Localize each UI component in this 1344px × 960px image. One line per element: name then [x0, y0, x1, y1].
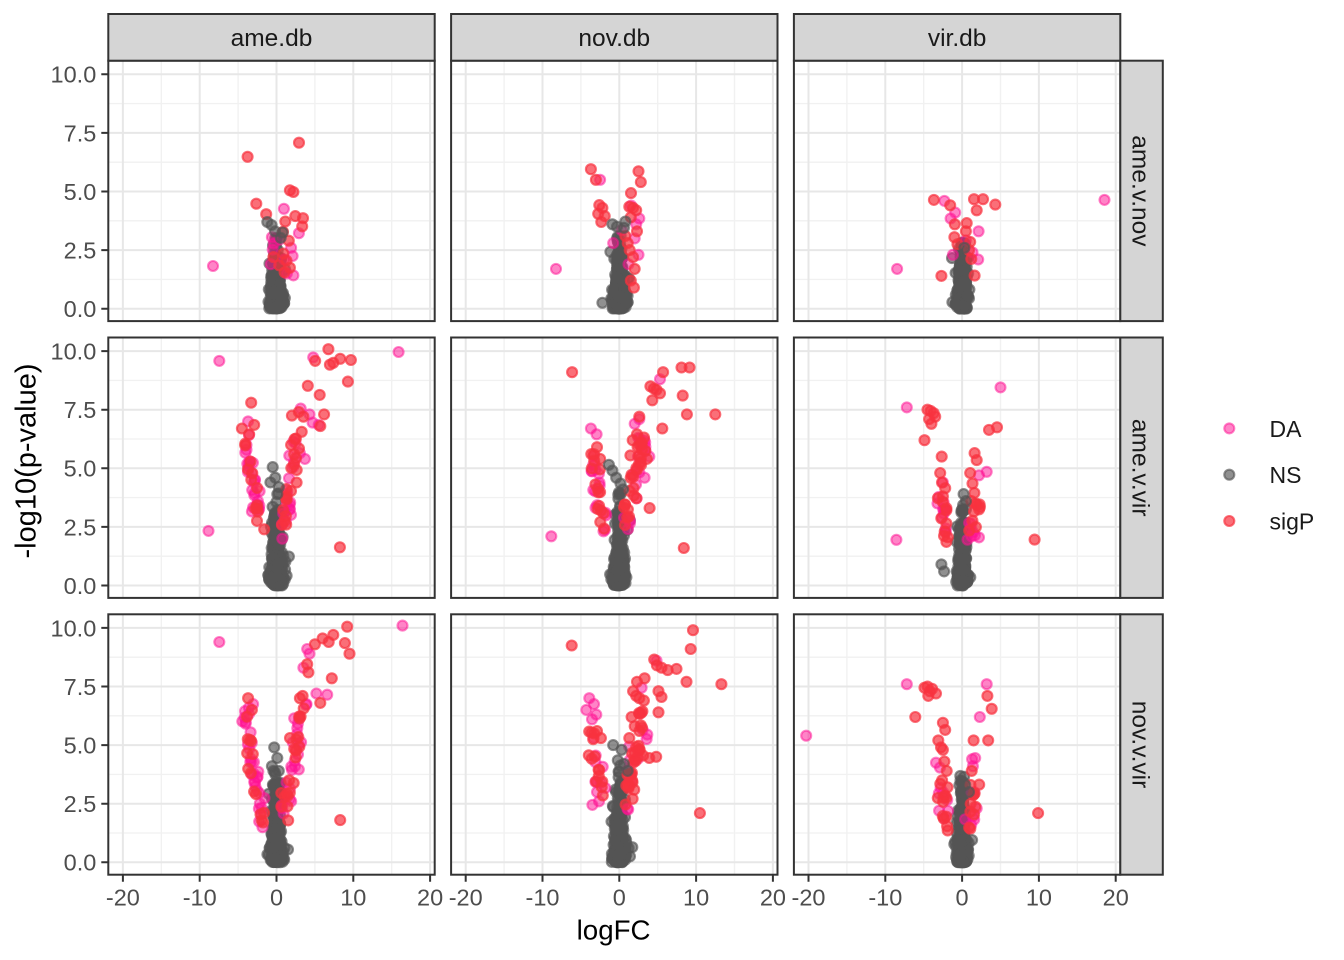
svg-text:sigP: sigP — [1270, 508, 1315, 534]
svg-text:2.5: 2.5 — [64, 514, 97, 540]
svg-text:5.0: 5.0 — [64, 733, 97, 759]
svg-text:7.5: 7.5 — [64, 674, 97, 700]
svg-text:-10: -10 — [183, 885, 217, 911]
svg-text:-10: -10 — [526, 885, 560, 911]
svg-text:10: 10 — [340, 885, 366, 911]
svg-text:0: 0 — [613, 885, 626, 911]
svg-text:-20: -20 — [792, 885, 826, 911]
svg-text:20: 20 — [1103, 885, 1129, 911]
svg-text:-10: -10 — [868, 885, 902, 911]
svg-text:nov.v.vir: nov.v.vir — [1127, 701, 1154, 789]
svg-text:vir.db: vir.db — [928, 25, 987, 52]
svg-text:0.0: 0.0 — [64, 573, 97, 599]
svg-text:2.5: 2.5 — [64, 791, 97, 817]
svg-text:nov.db: nov.db — [578, 25, 650, 52]
svg-text:10.0: 10.0 — [51, 62, 97, 88]
svg-text:5.0: 5.0 — [64, 456, 97, 482]
svg-text:7.5: 7.5 — [64, 397, 97, 423]
svg-text:ame.v.nov: ame.v.nov — [1127, 135, 1154, 247]
svg-text:0.0: 0.0 — [64, 296, 97, 322]
svg-text:10: 10 — [683, 885, 709, 911]
svg-text:0.0: 0.0 — [64, 850, 97, 876]
svg-text:-20: -20 — [449, 885, 483, 911]
svg-text:10.0: 10.0 — [51, 339, 97, 365]
svg-text:10: 10 — [1026, 885, 1052, 911]
svg-text:NS: NS — [1270, 462, 1302, 488]
svg-text:0: 0 — [270, 885, 283, 911]
svg-text:7.5: 7.5 — [64, 120, 97, 146]
svg-text:2.5: 2.5 — [64, 238, 97, 264]
svg-text:-log10(p-value): -log10(p-value) — [11, 363, 43, 558]
svg-text:10.0: 10.0 — [51, 615, 97, 641]
svg-text:20: 20 — [760, 885, 786, 911]
svg-text:20: 20 — [417, 885, 443, 911]
svg-text:ame.db: ame.db — [231, 25, 313, 52]
svg-text:ame.v.vir: ame.v.vir — [1127, 419, 1154, 517]
svg-text:-20: -20 — [106, 885, 140, 911]
svg-text:logFC: logFC — [577, 915, 651, 946]
svg-text:0: 0 — [956, 885, 969, 911]
svg-text:5.0: 5.0 — [64, 179, 97, 205]
svg-text:DA: DA — [1270, 416, 1303, 442]
